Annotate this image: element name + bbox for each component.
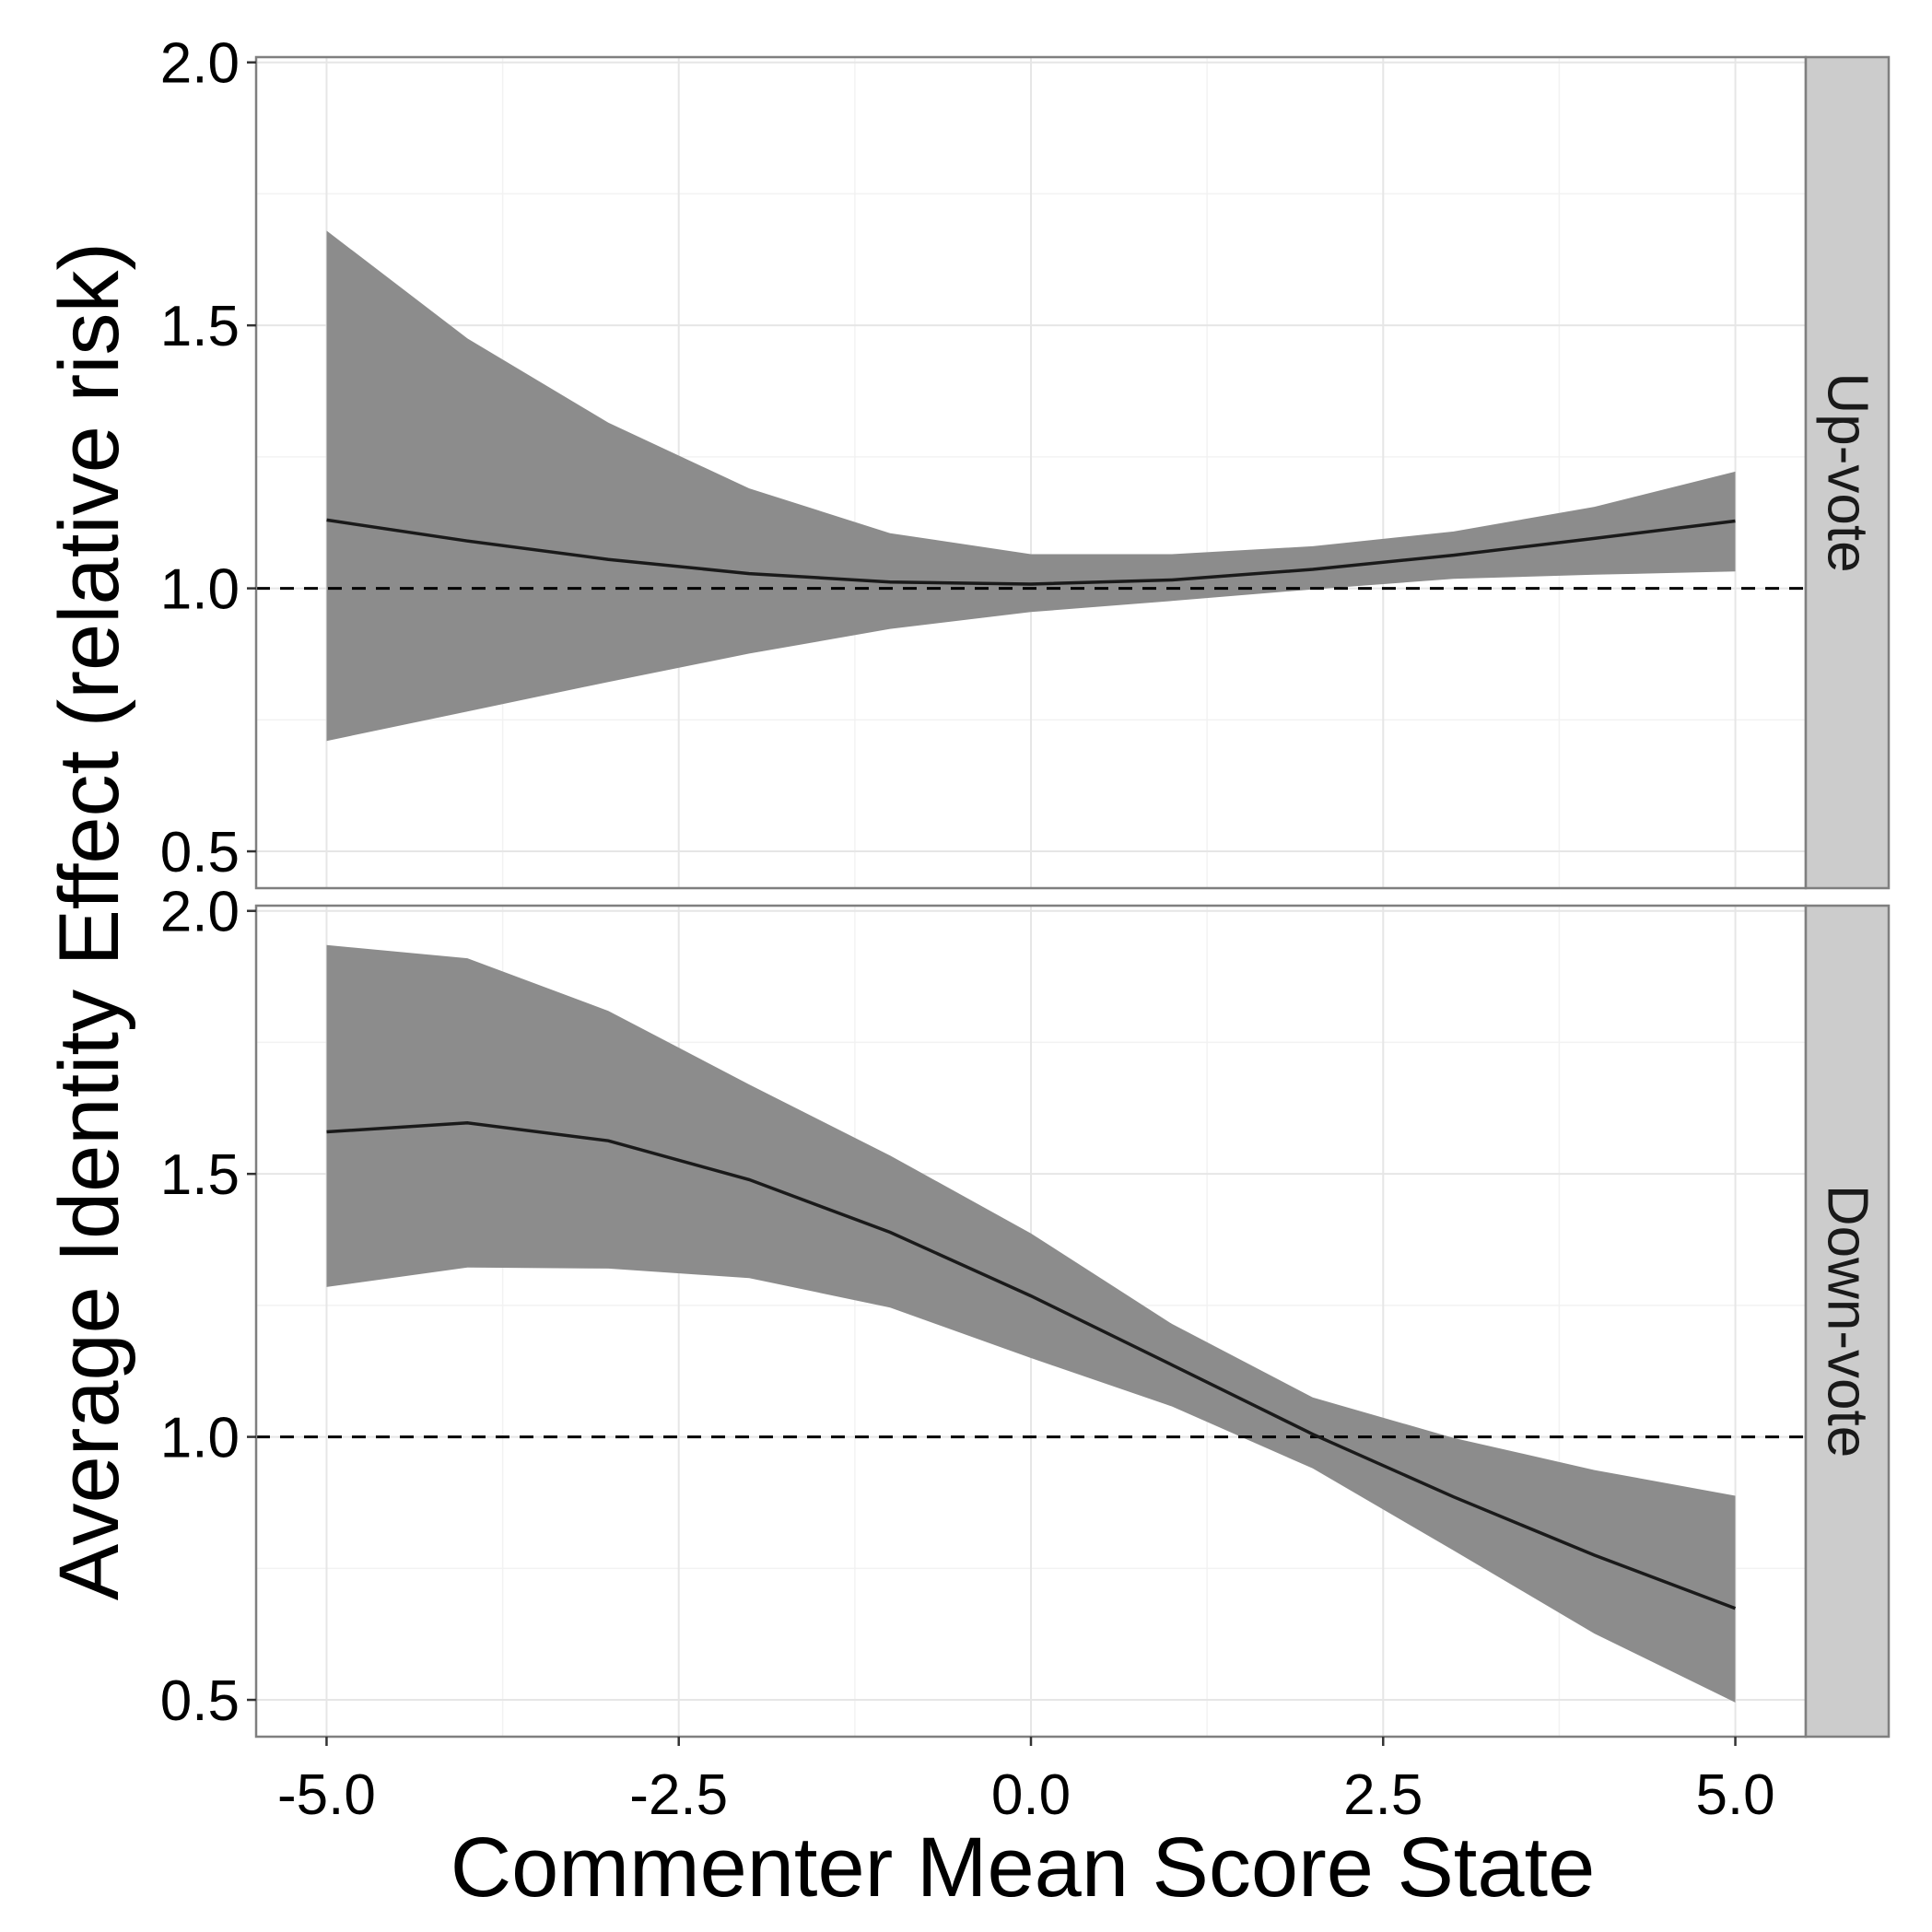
facet-strip xyxy=(1804,904,1891,1739)
panel-down-vote: Down-vote 0.5 1.0 1.5 2.0 xyxy=(160,881,1891,1739)
estimate-line xyxy=(326,518,1736,586)
estimate-line xyxy=(326,1121,1737,1610)
y-tick-label: 1.5 xyxy=(160,295,240,358)
y-tick-label: 1.5 xyxy=(160,1143,240,1207)
y-tick-label: 0.5 xyxy=(160,821,240,884)
facet-strip-label: Up-vote xyxy=(1816,372,1879,572)
y-axis: 0.5 1.0 1.5 2.0 xyxy=(160,32,256,884)
x-tick-label: -5.0 xyxy=(277,1763,376,1827)
facet-strip-label: Down-vote xyxy=(1816,1185,1879,1458)
y-tick-label: 0.5 xyxy=(160,1669,240,1733)
y-tick-label: 1.0 xyxy=(160,558,240,622)
x-tick-label: 2.5 xyxy=(1343,1763,1423,1827)
y-axis: 0.5 1.0 1.5 2.0 xyxy=(160,881,256,1733)
y-tick-label: 1.0 xyxy=(160,1407,240,1470)
x-axis-title: Commenter Mean Score State xyxy=(451,1821,1596,1914)
panels-layer: Up-vote 0.5 1.0 1.5 2.0 Down-vote 0.5 1.0 1.5 2.0 xyxy=(160,32,1891,1739)
x-tick-label: -2.5 xyxy=(629,1763,728,1827)
x-tick-label: 0.0 xyxy=(991,1763,1071,1827)
confidence-band xyxy=(326,230,1736,742)
y-tick-label: 2.0 xyxy=(160,881,240,944)
confidence-band xyxy=(326,944,1736,1703)
facet-strip xyxy=(1804,55,1891,890)
y-axis-title: Average Identity Effect (relative risk) xyxy=(42,242,136,1600)
panel-up-vote: Up-vote 0.5 1.0 1.5 2.0 xyxy=(160,32,1891,890)
x-axis: -5.0 -2.5 0.0 2.5 5.0 xyxy=(277,1737,1775,1827)
y-tick-label: 2.0 xyxy=(160,32,240,96)
x-tick-label: 5.0 xyxy=(1695,1763,1774,1827)
